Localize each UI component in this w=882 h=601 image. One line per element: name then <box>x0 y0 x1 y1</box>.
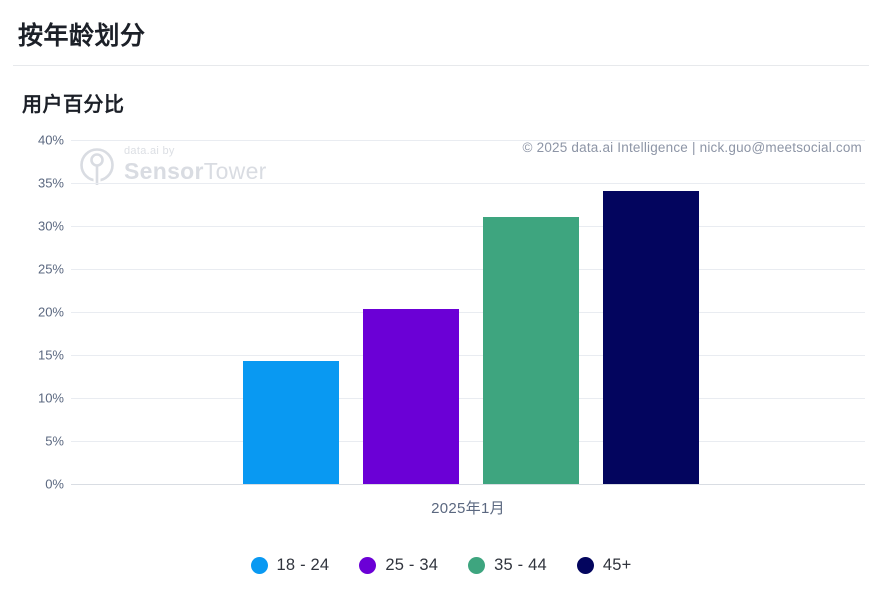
gridline-30 <box>71 226 865 227</box>
plot-area <box>71 140 865 485</box>
chart-subtitle: 用户百分比 <box>22 94 125 116</box>
y-tick-label-30: 30% <box>37 218 64 234</box>
legend-item-35-44[interactable]: 35 - 44 <box>468 556 547 575</box>
bar-45+[interactable] <box>603 190 699 484</box>
legend-item-45+[interactable]: 45+ <box>576 556 632 575</box>
y-tick-label-10: 10% <box>37 390 64 406</box>
legend-label: 18 - 24 <box>276 556 330 574</box>
gridline-10 <box>71 398 865 399</box>
legend-item-18-24[interactable]: 18 - 24 <box>250 556 330 575</box>
y-tick-label-25: 25% <box>37 261 64 277</box>
copyright-text: © 2025 data.ai Intelligence | nick.guo@m… <box>522 140 862 155</box>
y-tick-label-15: 15% <box>37 347 64 363</box>
x-axis-label: 2025年1月 <box>431 500 505 517</box>
legend-item-25-34[interactable]: 25 - 34 <box>359 556 438 575</box>
gridline-35 <box>71 183 865 184</box>
y-axis: 0% 5% 10% 15% 20% 25% 30% 35% 40% <box>0 133 64 492</box>
gridline-20 <box>71 312 865 313</box>
gridline-0 <box>71 484 865 485</box>
page-title: 按年龄划分 <box>18 22 146 50</box>
legend: 18 - 24 25 - 34 35 - 44 45+ <box>0 556 882 575</box>
legend-label: 45+ <box>602 556 632 574</box>
y-tick-label-0: 0% <box>45 476 64 492</box>
legend-swatch-icon <box>576 557 594 574</box>
y-tick-label-20: 20% <box>37 304 64 320</box>
bar-25-34[interactable] <box>363 308 459 484</box>
legend-label: 35 - 44 <box>494 556 547 574</box>
gridline-5 <box>71 441 865 442</box>
title-divider <box>13 65 869 66</box>
bar-18-24[interactable] <box>243 361 339 484</box>
y-tick-label-35: 35% <box>37 175 64 191</box>
legend-swatch-icon <box>468 557 486 574</box>
legend-swatch-icon <box>250 557 268 574</box>
legend-swatch-icon <box>359 557 377 574</box>
y-tick-label-5: 5% <box>45 433 64 449</box>
gridline-25 <box>71 269 865 270</box>
bar-35-44[interactable] <box>483 216 579 484</box>
legend-label: 25 - 34 <box>385 556 439 574</box>
y-tick-label-40: 40% <box>37 132 64 148</box>
gridline-15 <box>71 355 865 356</box>
gridline-40 <box>71 140 865 141</box>
